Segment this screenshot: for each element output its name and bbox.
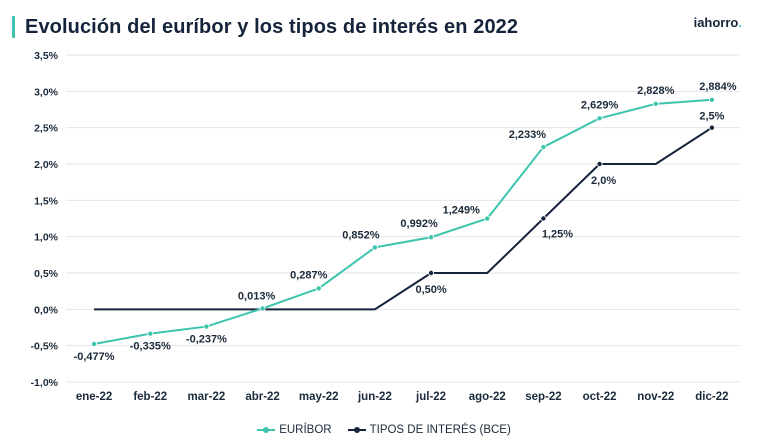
x-tick-label: abr-22 [245,391,280,403]
x-tick-label: jun-22 [357,391,392,403]
data-label-euribor: 2,828% [637,85,675,97]
data-point-euribor [596,115,603,122]
logo-text: iahorro [693,15,739,30]
data-label-euribor: -0,477% [74,351,115,363]
data-label-bce: 2,0% [591,175,616,187]
series-line-euribor [93,98,712,345]
data-point-bce [540,215,547,222]
title-accent-bar [12,16,15,38]
legend-item-euribor: EURÍBOR [257,424,332,436]
x-tick-label: may-22 [299,391,339,403]
data-point-bce [596,160,603,167]
data-label-bce: 1,25% [542,229,573,241]
data-point-euribor [203,323,210,330]
data-point-euribor [147,330,154,337]
logo-dot: . [738,15,742,30]
data-point-euribor [428,234,435,241]
legend-swatch-euribor [257,427,276,433]
data-label-euribor: 0,287% [290,269,328,281]
chart-legend: EURÍBOR TIPOS DE INTERÉS (BCE) [0,424,768,436]
x-tick-label: jul-22 [415,391,446,403]
data-label-euribor: 2,884% [699,81,737,93]
data-point-euribor [708,96,715,103]
data-point-bce [428,269,435,276]
data-point-euribor [652,100,659,107]
y-tick-label: -1,0% [31,377,59,389]
chart-title: Evolución del euríbor y los tipos de int… [25,15,519,38]
data-point-euribor [484,215,491,222]
data-label-bce: 2,5% [699,111,724,123]
y-tick-label: 1,0% [34,232,59,244]
x-tick-label: mar-22 [188,391,226,403]
legend-label-euribor: EURÍBOR [279,424,332,436]
data-point-bce [708,124,715,131]
data-point-euribor [540,144,547,151]
y-tick-label: 1,5% [34,195,59,207]
data-label-euribor: 2,233% [509,129,547,141]
y-tick-label: 2,0% [34,159,59,171]
x-tick-label: oct-22 [583,391,617,403]
data-label-bce: 0,50% [415,284,446,296]
data-label-euribor: 1,249% [443,205,481,217]
y-tick-label: 2,5% [34,123,59,135]
y-tick-label: -0,5% [31,341,59,353]
legend-label-bce: TIPOS DE INTERÉS (BCE) [369,424,511,436]
brand-logo: iahorro. [694,15,742,30]
x-tick-label: ene-22 [76,391,112,403]
data-point-euribor [315,285,322,292]
data-label-euribor: -0,335% [130,341,171,353]
legend-swatch-bce [347,427,366,433]
data-label-euribor: 2,629% [581,99,619,111]
y-tick-label: 0,5% [34,268,59,280]
data-point-euribor [91,340,98,347]
legend-item-bce: TIPOS DE INTERÉS (BCE) [347,424,511,436]
x-tick-label: feb-22 [133,391,167,403]
data-label-euribor: 0,013% [238,290,276,302]
x-tick-label: nov-22 [637,391,674,403]
data-label-euribor: 0,852% [342,229,380,241]
y-tick-label: 3,5% [34,50,59,62]
y-tick-label: 0,0% [34,304,59,316]
series-line-bce [94,126,713,311]
x-tick-label: sep-22 [525,391,561,403]
x-tick-label: dic-22 [695,391,728,403]
data-label-euribor: 0,992% [400,218,438,230]
data-point-euribor [259,305,266,312]
data-label-euribor: -0,237% [186,334,227,346]
y-tick-label: 3,0% [34,86,59,98]
title-bar: Evolución del euríbor y los tipos de int… [12,12,518,42]
data-point-euribor [371,244,378,251]
x-tick-label: ago-22 [469,391,506,403]
